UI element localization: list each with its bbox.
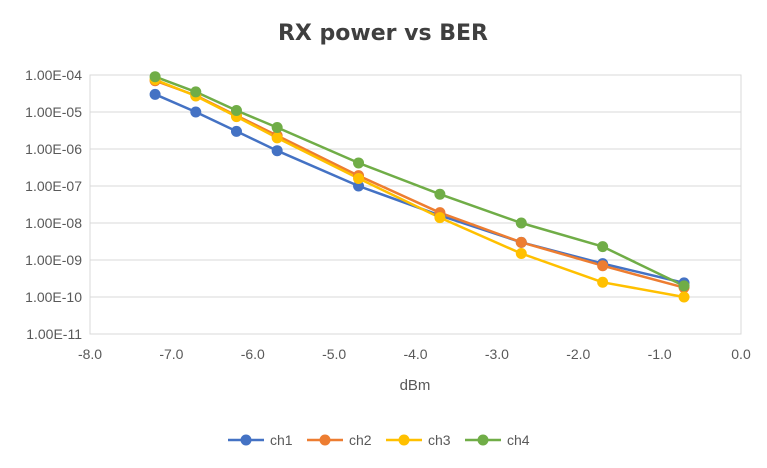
data-point-ch1 — [149, 88, 161, 100]
legend-label-ch1: ch1 — [270, 432, 293, 448]
y-tick-label: 1.00E-08 — [25, 215, 82, 231]
legend-marker-ch3 — [398, 434, 410, 446]
x-tick-label: -7.0 — [159, 346, 183, 362]
data-point-ch1 — [190, 106, 202, 118]
data-point-ch4 — [353, 157, 365, 169]
y-tick-label: 1.00E-07 — [25, 178, 82, 194]
data-point-ch3 — [271, 132, 283, 144]
legend-label-ch4: ch4 — [507, 432, 530, 448]
x-tick-label: 0.0 — [731, 346, 751, 362]
legend-label-ch2: ch2 — [349, 432, 372, 448]
x-tick-label: -1.0 — [648, 346, 672, 362]
data-point-ch4 — [149, 71, 161, 83]
x-tick-label: -4.0 — [403, 346, 427, 362]
data-point-ch1 — [271, 145, 283, 157]
legend-marker-ch1 — [240, 434, 252, 446]
data-point-ch3 — [353, 172, 365, 184]
data-point-ch3 — [515, 247, 527, 259]
x-tick-label: -6.0 — [241, 346, 265, 362]
legend-label-ch3: ch3 — [428, 432, 451, 448]
data-point-ch4 — [515, 217, 527, 229]
y-axis-tick-labels: 1.00E-11 1.00E-10 1.00E-09 1.00E-08 1.00E-07… — [25, 67, 82, 342]
x-tick-label: -8.0 — [78, 346, 102, 362]
data-point-ch4 — [678, 280, 690, 292]
plot-area — [89, 74, 742, 335]
x-tick-label: -5.0 — [322, 346, 346, 362]
y-tick-label: 1.00E-09 — [25, 252, 82, 268]
data-point-ch2 — [597, 260, 609, 272]
legend: ch1 ch2 ch3 ch4 — [228, 432, 530, 448]
y-tick-label: 1.00E-06 — [25, 141, 82, 157]
data-point-ch3 — [678, 291, 690, 303]
data-point-ch4 — [271, 122, 283, 134]
x-tick-label: -3.0 — [485, 346, 509, 362]
legend-marker-ch4 — [477, 434, 489, 446]
data-point-ch2 — [515, 236, 527, 248]
series-layer — [149, 71, 690, 303]
x-tick-label: -2.0 — [566, 346, 590, 362]
data-point-ch1 — [353, 180, 365, 192]
y-tick-label: 1.00E-04 — [25, 67, 82, 83]
data-point-ch4 — [190, 86, 202, 98]
data-point-ch4 — [230, 104, 242, 116]
x-axis-tick-labels: -8.0 -7.0 -6.0 -5.0 -4.0 -3.0 -2.0 -1.0 0.0 — [78, 346, 751, 362]
legend-marker-ch2 — [319, 434, 331, 446]
chart-title: RX power vs BER — [278, 21, 488, 46]
data-point-ch3 — [434, 212, 446, 224]
x-axis-title: dBm — [400, 377, 431, 394]
data-point-ch3 — [597, 276, 609, 288]
data-point-ch4 — [597, 241, 609, 253]
y-tick-label: 1.00E-05 — [25, 104, 82, 120]
series-line-ch1 — [154, 93, 685, 285]
data-point-ch1 — [230, 125, 242, 137]
y-tick-label: 1.00E-11 — [26, 326, 82, 342]
data-point-ch4 — [434, 188, 446, 200]
y-tick-label: 1.00E-10 — [25, 289, 82, 305]
